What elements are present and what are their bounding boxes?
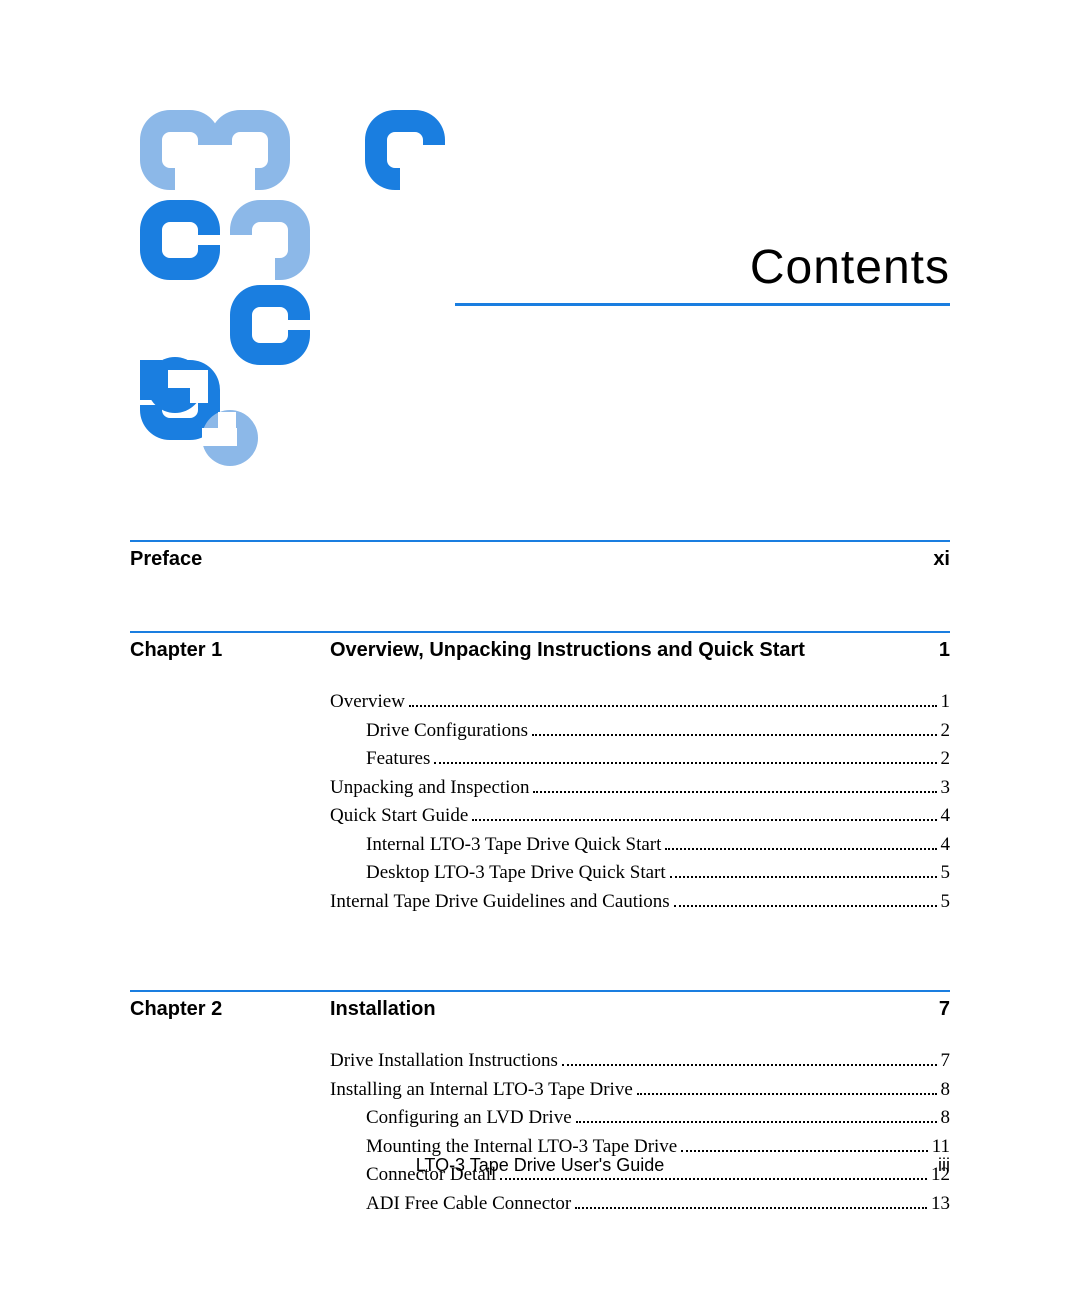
toc-entry: Desktop LTO-3 Tape Drive Quick Start5	[330, 859, 950, 888]
footer-left	[130, 1155, 403, 1176]
section-header-chapter-2: Chapter 2 Installation 7	[130, 998, 950, 1021]
toc-entry: Internal Tape Drive Guidelines and Cauti…	[330, 888, 950, 917]
toc-entry: Features2	[330, 745, 950, 774]
title-row: Contents	[455, 240, 950, 306]
table-of-contents: Preface xi Chapter 1 Overview, Unpacking…	[130, 540, 950, 1258]
toc-entry: Quick Start Guide 4	[330, 802, 950, 831]
toc-entry: Installing an Internal LTO-3 Tape Drive8	[330, 1076, 950, 1105]
toc-entry: Configuring an LVD Drive8	[330, 1104, 950, 1133]
footer-doc-title: LTO-3 Tape Drive User's Guide	[403, 1155, 676, 1176]
title-rule	[455, 303, 950, 306]
page: Contents Preface xi Chapter 1 Overview, …	[0, 0, 1080, 1296]
section-label: Chapter 2	[130, 998, 330, 1021]
toc-entry: ADI Free Cable Connector13	[330, 1190, 950, 1219]
toc-entry: Drive Installation Instructions7	[330, 1047, 950, 1076]
section-page: 7	[910, 998, 950, 1021]
section-header-chapter-1: Chapter 1 Overview, Unpacking Instructio…	[130, 639, 950, 662]
section-label: Chapter 1	[130, 639, 330, 662]
logo-graphic	[140, 110, 450, 470]
section-title: Installation	[330, 998, 910, 1021]
section-title	[330, 548, 910, 571]
toc-entry: Drive Configurations2	[330, 717, 950, 746]
footer-page-number: iii	[677, 1155, 950, 1176]
section-header-preface: Preface xi	[130, 548, 950, 571]
section-rule	[130, 540, 950, 542]
entries-chapter-2: Drive Installation Instructions7 Install…	[330, 1047, 950, 1218]
footer: LTO-3 Tape Drive User's Guide iii	[130, 1155, 950, 1176]
section-page: 1	[910, 639, 950, 662]
toc-entry: Overview1	[330, 688, 950, 717]
section-rule	[130, 990, 950, 992]
section-rule	[130, 631, 950, 633]
toc-entry: Internal LTO-3 Tape Drive Quick Start4	[330, 831, 950, 860]
section-title: Overview, Unpacking Instructions and Qui…	[330, 639, 910, 662]
section-label: Preface	[130, 548, 330, 571]
section-page: xi	[910, 548, 950, 571]
entries-chapter-1: Overview1 Drive Configurations2 Features…	[330, 688, 950, 916]
toc-entry: Unpacking and Inspection3	[330, 774, 950, 803]
page-title: Contents	[455, 240, 950, 295]
